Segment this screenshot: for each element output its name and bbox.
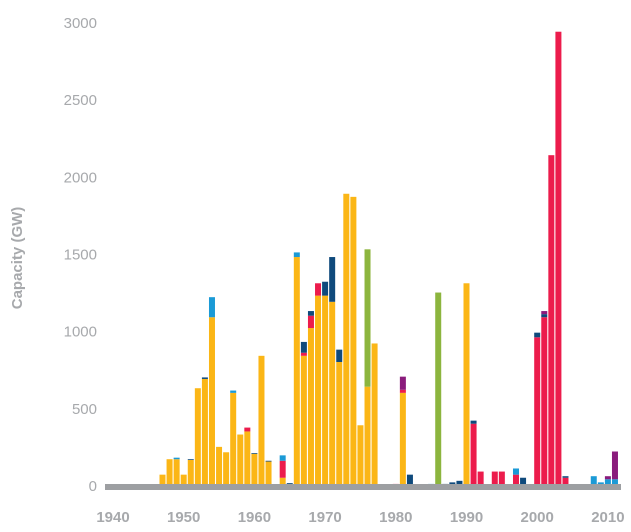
x-tick-label: 1940 [96,509,129,526]
bar-segment [251,453,258,487]
bar-segment [208,317,215,487]
bar-segment [194,388,201,487]
bar-segment [208,297,215,318]
bar-segment [279,477,286,487]
x-tick-label: 2000 [521,509,554,526]
bar-segment [300,352,307,356]
y-tick-label: 2000 [64,169,97,186]
bar-segment [159,474,166,487]
bar-segment [293,252,300,258]
bar-segment [512,468,519,475]
bar-segment [357,425,364,487]
bar-segment [498,471,505,487]
x-tick-label: 1970 [308,509,341,526]
bar-segment [230,392,237,487]
bar-segment [541,311,548,315]
bar-segment [590,476,597,487]
bar-segment [315,283,322,296]
bar-segment [520,477,527,487]
bar-segment [399,392,406,487]
bar-segment [300,355,307,487]
bar-segment [279,455,286,461]
bar-segment [244,427,251,432]
bar-segment [300,341,307,353]
bar-segment [173,459,180,487]
x-tick-label: 1950 [167,509,200,526]
x-tick-label: 1960 [238,509,271,526]
bar-segment [548,155,555,487]
bar-segment [223,452,230,487]
bar-segment [541,317,548,487]
bar-segment [216,446,223,487]
x-axis-line [105,484,621,490]
bar-segment [343,193,350,487]
bar-segment [230,390,237,393]
bar-segment [279,460,286,478]
bar-segment [534,337,541,487]
bar-segment [611,479,618,487]
y-axis-title: Capacity (GW) [9,207,26,310]
bar-segment [364,386,371,487]
x-tick-label: 1990 [450,509,483,526]
bar-segment [293,257,300,487]
y-tick-label: 1000 [64,324,97,341]
bar-segment [491,471,498,487]
bar-segment [265,461,272,487]
bar-segment [244,431,251,487]
bar-segment [435,292,442,487]
bar-segment [611,451,618,480]
bar-segment [470,423,477,487]
bar-segment [406,474,413,487]
bar-segment [456,480,463,487]
y-tick-label: 1500 [64,246,97,263]
bar-segment [477,471,484,487]
bar-segment [470,420,477,424]
bar-segment [463,283,470,487]
bar-segment [201,377,208,379]
y-tick-label: 3000 [64,15,97,32]
bar-segment [187,459,194,460]
bar-segment [371,343,378,487]
bar-segment [315,295,322,487]
bar-segment [258,355,265,487]
bar-segment [322,281,329,296]
bar-segment [180,474,187,487]
y-tick-label: 500 [72,401,97,418]
bar-segment [237,434,244,487]
bar-segment [534,332,541,338]
bar-segment [350,196,357,487]
bar-segment [512,474,519,487]
y-tick-label: 2500 [64,92,97,109]
bar-segment [399,389,406,393]
bar-segment [399,376,406,390]
bar-segment [307,311,314,316]
bar-segment [329,301,336,487]
bar-segment [173,457,180,460]
bar-segment [322,295,329,487]
bar-segment [562,476,569,478]
bar-segment [364,249,371,387]
bar-segment [201,378,208,487]
bar-segment [187,459,194,487]
bar-segment [336,361,343,487]
bar-segment [329,257,336,302]
x-tick-label: 2010 [591,509,624,526]
x-tick-label: 1980 [379,509,412,526]
y-tick-label: 0 [89,478,97,495]
bar-segment [562,477,569,487]
bar-segment [336,349,343,362]
bar-segment [166,459,173,487]
bar-segment [541,314,548,318]
bar-segment [555,31,562,487]
bar-segment [307,315,314,329]
bar-segment [265,460,272,462]
bar-segment [251,453,258,454]
bar-segment [604,479,611,487]
bar-segment [604,476,611,480]
bar-segment [307,328,314,487]
